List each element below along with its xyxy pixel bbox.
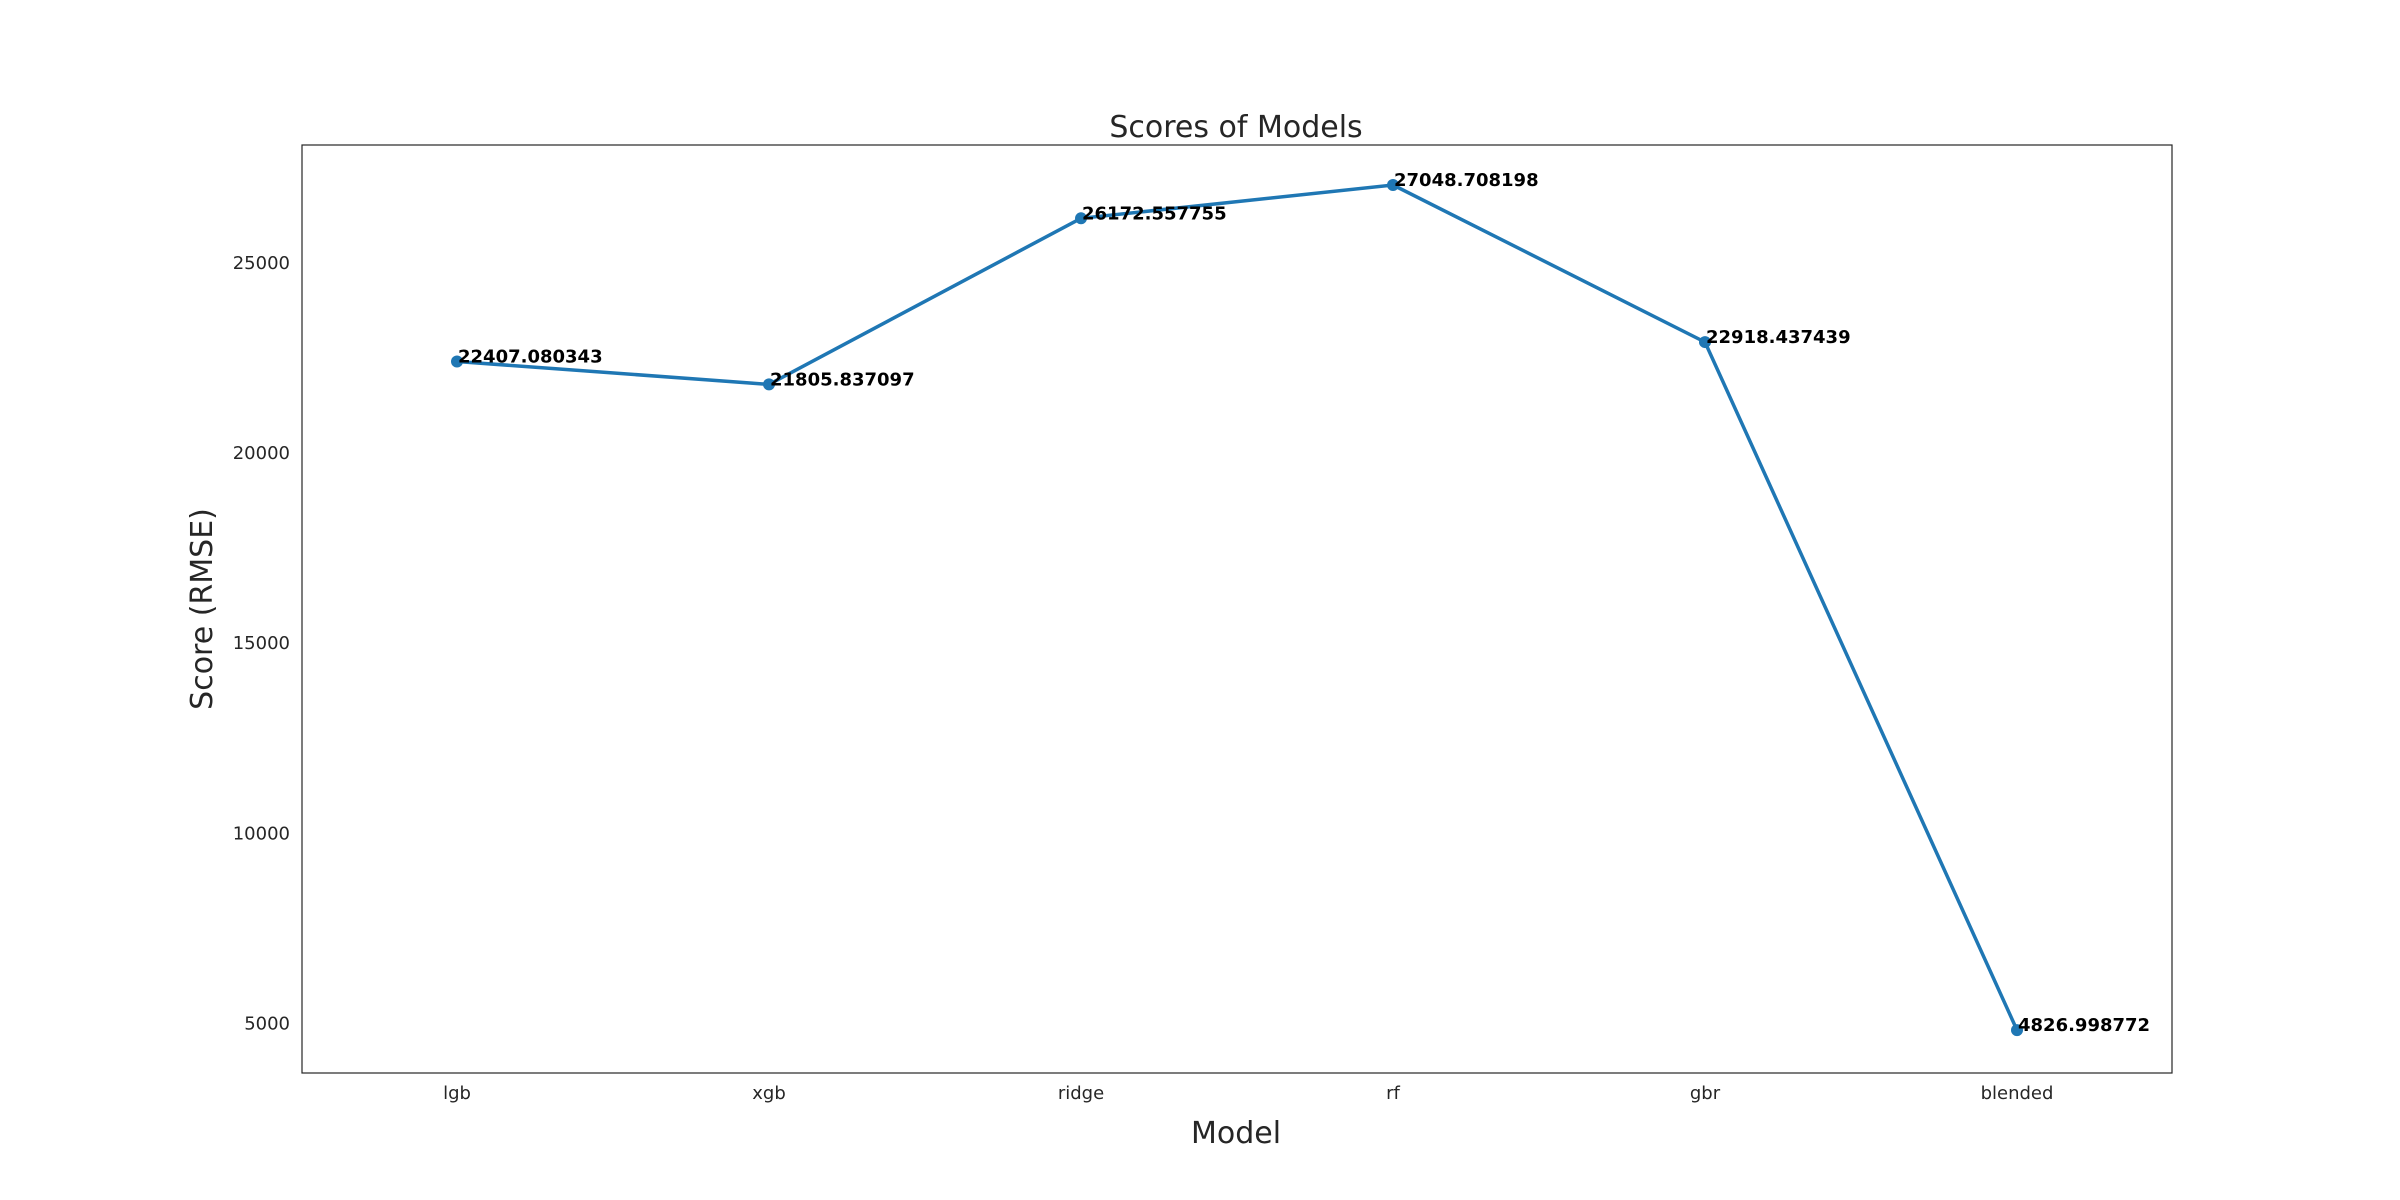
- x-tick-label-ridge: ridge: [1058, 1083, 1104, 1104]
- data-label-blended: 4826.998772: [2018, 1015, 2150, 1036]
- chart-title: Scores of Models: [1109, 110, 1362, 145]
- data-label-gbr: 22918.437439: [1706, 327, 1851, 348]
- data-point-ridge: [1075, 212, 1087, 225]
- data-point-xgb: [763, 378, 775, 391]
- data-label-lgb: 22407.080343: [458, 347, 603, 368]
- data-point-gbr: [1699, 336, 1711, 349]
- data-point-lgb: [451, 355, 463, 368]
- x-tick-label-lgb: lgb: [443, 1083, 471, 1104]
- y-tick-label-2: 15000: [233, 633, 290, 654]
- x-tick-label-blended: blended: [1981, 1083, 2054, 1104]
- y-tick-label-3: 20000: [233, 443, 290, 464]
- data-points: [451, 178, 2023, 1037]
- y-axis-ticks: 5000 10000 15000 20000 25000: [233, 253, 290, 1035]
- data-point-rf: [1387, 178, 1399, 191]
- data-label-rf: 27048.708198: [1394, 170, 1539, 191]
- x-tick-label-gbr: gbr: [1690, 1083, 1721, 1104]
- series-line: [456, 183, 2019, 1031]
- data-label-ridge: 26172.557755: [1082, 203, 1227, 224]
- data-labels: 22407.080343 21805.837097 26172.557755 2704…: [458, 170, 2150, 1036]
- x-axis-label: Model: [1191, 1116, 1281, 1151]
- x-tick-label-xgb: xgb: [752, 1083, 786, 1104]
- y-axis-label: Score (RMSE): [185, 508, 220, 710]
- x-tick-label-rf: rf: [1386, 1083, 1400, 1104]
- data-point-blended: [2011, 1024, 2023, 1037]
- y-tick-label-0: 5000: [244, 1014, 290, 1035]
- data-label-xgb: 21805.837097: [770, 369, 915, 390]
- plot-frame: [301, 144, 2173, 1074]
- y-tick-label-4: 25000: [233, 253, 290, 274]
- y-tick-label-1: 10000: [233, 823, 290, 844]
- x-axis-ticks: lgb xgb ridge rf gbr blended: [443, 1083, 2053, 1104]
